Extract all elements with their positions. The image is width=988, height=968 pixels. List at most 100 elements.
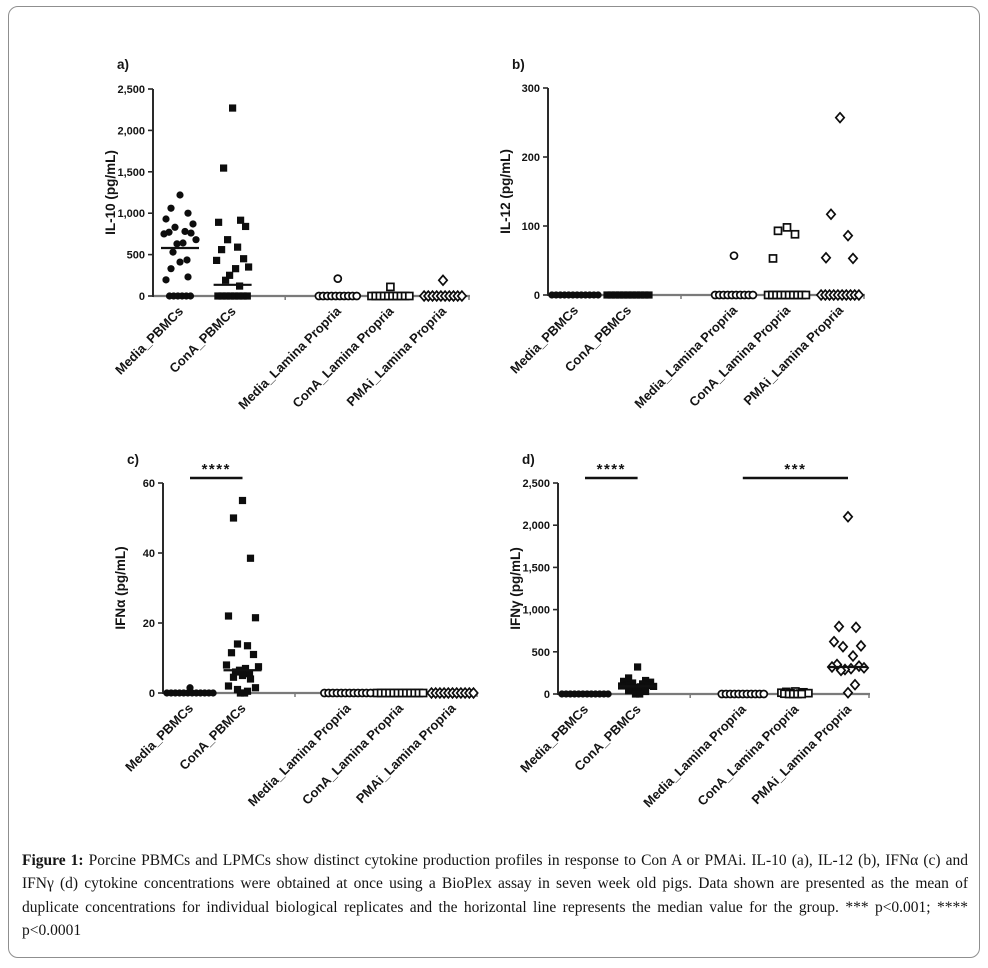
data-point: [833, 620, 845, 633]
data-point: [237, 216, 245, 224]
y-tick-label: 1,500: [522, 562, 550, 574]
data-point: [246, 554, 255, 562]
data-point: [620, 291, 628, 299]
category-label: ConA_Lamina Propria: [299, 700, 407, 808]
data-point: [418, 688, 428, 698]
data-point: [246, 675, 255, 683]
data-point: [186, 292, 195, 300]
data-point: [169, 248, 177, 256]
data-point: [634, 663, 642, 671]
data-point: [245, 263, 253, 271]
y-tick-label: 1,000: [117, 208, 145, 220]
data-point: [641, 291, 649, 299]
category-label: PMAi_Lamina Propria: [748, 701, 854, 807]
data-point: [183, 256, 191, 264]
data-point: [231, 292, 239, 300]
data-point: [214, 292, 222, 300]
data-point: [171, 223, 179, 231]
category-label: Media_Lamina Propria: [245, 700, 354, 809]
data-point: [245, 670, 254, 678]
significance-stars: ***: [784, 461, 806, 478]
y-axis-title: IFNγ (pg/mL): [508, 547, 523, 630]
data-point: [215, 218, 223, 226]
panel-label: b): [512, 57, 525, 72]
data-point: [625, 674, 633, 682]
data-point: [625, 687, 633, 695]
data-point: [847, 649, 859, 663]
data-point: [636, 690, 644, 698]
y-tick-label: 300: [522, 83, 540, 95]
data-point: [235, 292, 243, 300]
data-point: [333, 274, 343, 283]
figure-frame: [8, 6, 980, 958]
data-point: [249, 650, 258, 659]
data-point: [842, 229, 854, 242]
data-point: [176, 191, 184, 199]
data-point: [218, 292, 226, 300]
y-tick-label: 0: [534, 290, 540, 302]
data-point: [251, 614, 260, 622]
data-point: [184, 273, 192, 281]
category-label: Media_Lamina Propria: [631, 302, 740, 411]
data-point: [167, 265, 175, 273]
data-point: [837, 640, 849, 653]
data-point: [607, 291, 615, 299]
category-label: Media_Lamina Propria: [235, 303, 344, 412]
data-point: [224, 682, 233, 690]
data-point: [801, 290, 811, 300]
y-tick-label: 2,500: [117, 84, 145, 96]
data-point: [162, 276, 170, 284]
data-point: [352, 291, 362, 301]
category-label: Media_Lamina Propria: [640, 701, 749, 810]
data-point: [173, 240, 181, 248]
data-point: [184, 209, 192, 217]
data-point: [611, 291, 619, 299]
y-tick-label: 1,000: [522, 605, 550, 617]
data-point: [236, 689, 244, 697]
data-point: [631, 690, 640, 698]
y-tick-label: 0: [544, 689, 550, 701]
data-point: [624, 291, 632, 299]
data-point: [243, 292, 251, 300]
data-point: [594, 291, 602, 299]
data-point: [729, 251, 739, 261]
data-point: [243, 642, 252, 650]
data-point: [842, 510, 854, 523]
data-point: [254, 663, 263, 671]
data-point: [242, 222, 250, 231]
data-point: [759, 689, 769, 699]
panel-label: d): [522, 452, 535, 467]
data-point: [456, 289, 468, 303]
data-point: [386, 282, 395, 292]
data-point: [189, 220, 197, 228]
data-point: [437, 274, 449, 287]
data-point: [231, 668, 240, 676]
data-point: [797, 689, 807, 699]
data-point: [790, 229, 800, 239]
data-point: [773, 226, 783, 236]
data-point: [768, 254, 778, 263]
data-point: [209, 689, 217, 697]
data-point: [181, 227, 189, 236]
data-point: [849, 678, 861, 691]
significance-stars: ****: [202, 461, 231, 478]
y-tick-label: 0: [139, 291, 145, 303]
y-tick-label: 200: [522, 152, 540, 164]
y-axis-title: IL-12 (pg/mL): [498, 149, 513, 234]
y-tick-label: 0: [149, 688, 155, 700]
y-tick-label: 100: [522, 221, 540, 233]
y-tick-label: 500: [532, 647, 550, 659]
data-point: [634, 686, 642, 694]
data-point: [238, 671, 247, 680]
data-point: [176, 258, 184, 266]
data-point: [616, 291, 624, 299]
data-point: [632, 291, 640, 299]
data-point: [179, 239, 187, 247]
data-point: [645, 291, 653, 299]
significance-stars: ****: [597, 461, 626, 478]
data-point: [404, 291, 414, 301]
data-point: [240, 255, 248, 263]
data-point: [234, 243, 242, 251]
data-point: [160, 230, 168, 238]
data-point: [233, 640, 242, 648]
